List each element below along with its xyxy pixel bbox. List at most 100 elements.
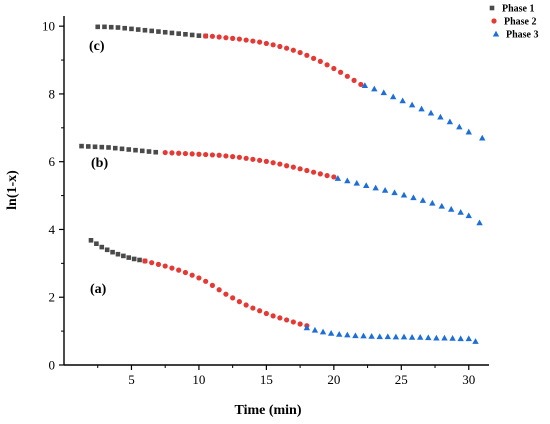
data-point-phase-1 bbox=[135, 27, 141, 32]
data-point-phase-3 bbox=[446, 118, 454, 125]
data-point-phase-1 bbox=[137, 257, 142, 263]
legend-label-3: Phase 3 bbox=[506, 30, 539, 41]
data-point-phase-1 bbox=[183, 31, 188, 37]
data-point-phase-2 bbox=[304, 52, 310, 58]
data-point-phase-3 bbox=[449, 335, 456, 341]
data-point-phase-3 bbox=[465, 212, 472, 219]
data-point-phase-2 bbox=[209, 33, 216, 39]
data-point-phase-2 bbox=[331, 174, 337, 180]
data-point-phase-3 bbox=[472, 338, 479, 344]
data-point-phase-1 bbox=[92, 144, 98, 150]
data-point-phase-3 bbox=[372, 184, 379, 191]
data-point-phase-2 bbox=[243, 155, 249, 161]
y-tick-label: 8 bbox=[49, 86, 56, 101]
data-point-phase-2 bbox=[216, 152, 222, 158]
data-point-phase-2 bbox=[236, 36, 242, 42]
data-point-phase-1 bbox=[189, 32, 195, 38]
data-point-phase-3 bbox=[392, 333, 400, 340]
data-points bbox=[79, 24, 486, 344]
data-point-phase-2 bbox=[189, 272, 195, 278]
annotation-c: (c) bbox=[89, 39, 105, 54]
data-point-phase-1 bbox=[139, 148, 145, 154]
data-point-phase-3 bbox=[376, 333, 383, 340]
data-point-phase-2 bbox=[297, 321, 303, 327]
data-point-phase-3 bbox=[408, 101, 416, 108]
data-point-phase-2 bbox=[203, 278, 209, 284]
data-point-phase-1 bbox=[115, 25, 121, 30]
data-point-phase-1 bbox=[149, 28, 154, 34]
data-point-phase-2 bbox=[230, 295, 236, 301]
data-point-phase-2 bbox=[290, 164, 296, 170]
data-point-phase-3 bbox=[457, 208, 464, 215]
y-tick-label: 4 bbox=[49, 222, 56, 237]
data-point-phase-1 bbox=[102, 24, 107, 30]
data-point-phase-1 bbox=[104, 247, 110, 253]
y-tick-label: 10 bbox=[42, 19, 55, 34]
annotation-b: (b) bbox=[91, 156, 108, 171]
data-point-phase-2 bbox=[203, 33, 209, 39]
data-point-phase-2 bbox=[243, 302, 249, 308]
data-point-phase-2 bbox=[263, 310, 269, 317]
data-point-phase-2 bbox=[236, 299, 242, 305]
x-tick-label: 10 bbox=[192, 372, 205, 387]
legend-label-2: Phase 2 bbox=[504, 17, 537, 28]
data-point-phase-2 bbox=[290, 319, 296, 325]
data-point-phase-3 bbox=[437, 113, 444, 120]
data-point-phase-2 bbox=[311, 55, 317, 61]
data-point-phase-1 bbox=[95, 24, 101, 30]
data-point-phase-2 bbox=[169, 150, 175, 156]
data-point-phase-2 bbox=[311, 169, 317, 175]
data-point-phase-1 bbox=[85, 144, 91, 149]
data-point-phase-3 bbox=[441, 334, 448, 341]
data-point-phase-3 bbox=[433, 334, 440, 341]
legend-marker-1 bbox=[489, 5, 495, 11]
data-point-phase-2 bbox=[277, 161, 283, 167]
x-tick-label: 15 bbox=[260, 372, 273, 387]
data-point-phase-1 bbox=[99, 144, 105, 150]
data-point-phase-1 bbox=[112, 145, 118, 151]
data-point-phase-2 bbox=[297, 166, 303, 172]
y-ticks: 0 2 4 6 8 10 bbox=[42, 19, 64, 373]
x-tick-label: 25 bbox=[395, 372, 408, 387]
data-point-phase-2 bbox=[317, 171, 323, 177]
data-point-phase-1 bbox=[176, 31, 181, 36]
data-point-phase-3 bbox=[438, 202, 445, 209]
data-point-phase-2 bbox=[203, 151, 209, 158]
data-point-phase-2 bbox=[304, 167, 310, 174]
x-axis-title: Time (min) bbox=[234, 403, 301, 418]
data-point-phase-2 bbox=[351, 77, 357, 83]
data-point-phase-2 bbox=[337, 69, 344, 75]
data-point-phase-2 bbox=[257, 39, 263, 45]
data-point-phase-3 bbox=[429, 199, 436, 206]
data-point-phase-2 bbox=[358, 81, 364, 88]
data-point-phase-3 bbox=[465, 335, 472, 342]
data-point-phase-3 bbox=[380, 89, 387, 96]
data-point-phase-1 bbox=[146, 149, 152, 154]
data-point-phase-2 bbox=[290, 47, 296, 53]
data-point-phase-1 bbox=[94, 241, 99, 246]
data-point-phase-2 bbox=[344, 73, 350, 79]
data-point-phase-2 bbox=[277, 43, 283, 50]
data-point-phase-1 bbox=[129, 26, 134, 32]
data-point-phase-2 bbox=[196, 151, 202, 157]
data-point-phase-2 bbox=[270, 42, 276, 48]
data-point-phase-2 bbox=[216, 34, 222, 40]
data-point-phase-3 bbox=[391, 189, 398, 196]
legend-marker-2 bbox=[491, 18, 497, 24]
data-point-phase-2 bbox=[142, 258, 148, 264]
x-tick-label: 5 bbox=[128, 372, 135, 387]
data-point-phase-1 bbox=[106, 145, 111, 150]
data-point-phase-1 bbox=[126, 147, 132, 152]
data-point-phase-1 bbox=[115, 251, 121, 257]
data-point-phase-1 bbox=[153, 149, 159, 155]
data-point-phase-3 bbox=[419, 197, 427, 203]
data-point-phase-1 bbox=[119, 146, 125, 152]
data-point-phase-3 bbox=[336, 330, 343, 337]
data-point-phase-3 bbox=[418, 105, 425, 112]
y-tick-label: 6 bbox=[49, 154, 56, 169]
data-point-phase-2 bbox=[223, 291, 229, 297]
data-point-phase-2 bbox=[182, 150, 189, 157]
data-point-phase-1 bbox=[142, 27, 148, 33]
data-point-phase-1 bbox=[131, 256, 137, 262]
